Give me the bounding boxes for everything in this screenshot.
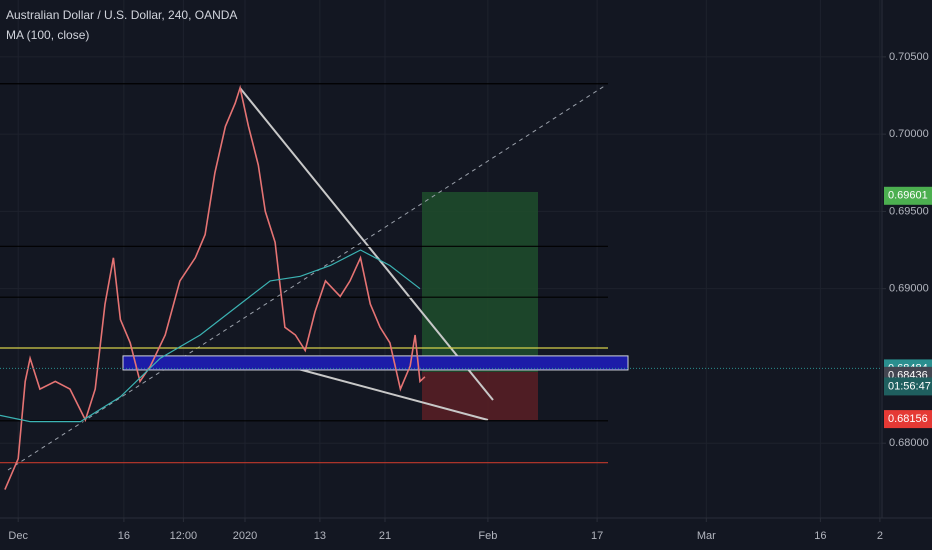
countdown-box: [884, 377, 932, 396]
x-tick-label: 13: [314, 530, 326, 542]
x-tick-label: 12:00: [170, 530, 198, 542]
x-tick-label: 16: [118, 530, 130, 542]
lower-trendline: [286, 365, 489, 421]
dashed-trendline: [7, 84, 607, 471]
profit-zone: [422, 192, 538, 372]
price-tag-label: 0.69601: [888, 190, 928, 202]
x-tick-label: Feb: [478, 530, 497, 542]
x-tick-label: Mar: [697, 530, 716, 542]
price-line: [4, 84, 426, 490]
drawings: [7, 84, 607, 471]
y-tick-label: 0.70000: [889, 128, 929, 140]
x-tick-label: 2: [877, 530, 883, 542]
y-tick-label: 0.68000: [889, 437, 929, 449]
x-tick-label: 2020: [233, 530, 257, 542]
price-tag-label: 0.68156: [888, 413, 928, 425]
indicator-label: MA (100, close): [6, 28, 89, 42]
price-tag: [884, 186, 932, 205]
countdown-label: 01:56:47: [888, 380, 931, 392]
price-tag: [884, 410, 932, 429]
x-tick-label: Dec: [8, 530, 28, 542]
x-tick-label: 16: [814, 530, 826, 542]
y-tick-label: 0.69000: [889, 283, 929, 295]
y-tick-label: 0.70500: [889, 51, 929, 63]
loss-zone: [422, 372, 538, 420]
y-tick-label: 0.69500: [889, 205, 929, 217]
chart-title: Australian Dollar / U.S. Dollar, 240, OA…: [6, 8, 237, 22]
x-tick-label: 17: [591, 530, 603, 542]
support-zone: [122, 355, 629, 371]
x-tick-label: 21: [379, 530, 391, 542]
moving-average: [0, 249, 421, 423]
